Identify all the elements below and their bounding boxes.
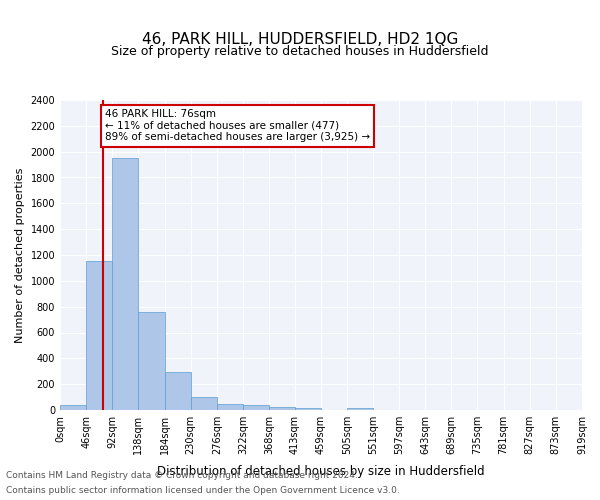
Y-axis label: Number of detached properties: Number of detached properties [15, 168, 25, 342]
Bar [347, 408, 373, 410]
Bar [139, 312, 164, 410]
Text: 46, PARK HILL, HUDDERSFIELD, HD2 1QG: 46, PARK HILL, HUDDERSFIELD, HD2 1QG [142, 32, 458, 48]
Bar [112, 158, 139, 410]
Bar [86, 262, 112, 410]
Text: 46 PARK HILL: 76sqm
← 11% of detached houses are smaller (477)
89% of semi-detac: 46 PARK HILL: 76sqm ← 11% of detached ho… [105, 110, 370, 142]
Text: Size of property relative to detached houses in Huddersfield: Size of property relative to detached ho… [111, 45, 489, 58]
Text: Contains public sector information licensed under the Open Government Licence v3: Contains public sector information licen… [6, 486, 400, 495]
Text: Contains HM Land Registry data © Crown copyright and database right 2024.: Contains HM Land Registry data © Crown c… [6, 471, 358, 480]
Bar [164, 372, 191, 410]
Bar [269, 407, 295, 410]
Bar [60, 405, 86, 410]
Bar [295, 408, 321, 410]
Bar [217, 404, 243, 410]
Bar [191, 397, 217, 410]
X-axis label: Distribution of detached houses by size in Huddersfield: Distribution of detached houses by size … [157, 466, 485, 478]
Bar [243, 406, 269, 410]
